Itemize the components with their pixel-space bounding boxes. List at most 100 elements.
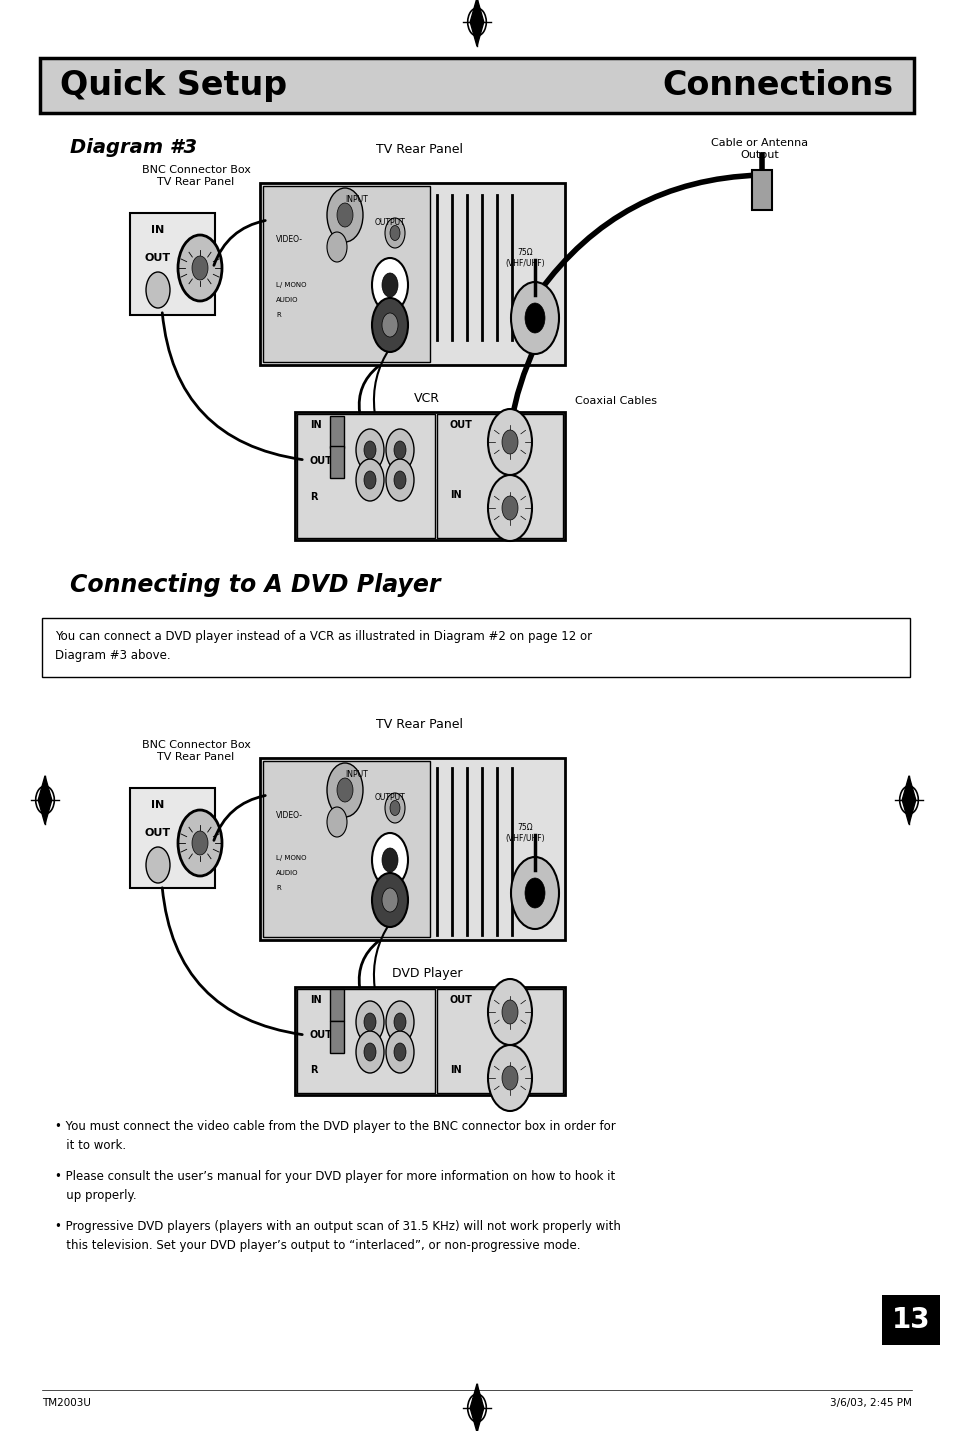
Text: R: R <box>275 312 280 318</box>
Circle shape <box>394 1013 406 1030</box>
Circle shape <box>511 282 558 353</box>
FancyBboxPatch shape <box>882 1295 939 1345</box>
Circle shape <box>381 273 397 298</box>
Text: DVD Player: DVD Player <box>392 967 462 980</box>
Text: Cable or Antenna
Output: Cable or Antenna Output <box>711 137 808 160</box>
Circle shape <box>390 800 399 816</box>
Circle shape <box>364 1013 375 1030</box>
FancyBboxPatch shape <box>330 989 344 1020</box>
FancyBboxPatch shape <box>294 412 564 539</box>
FancyBboxPatch shape <box>296 414 435 538</box>
Circle shape <box>381 313 397 336</box>
FancyBboxPatch shape <box>130 213 214 315</box>
Text: IN: IN <box>450 1065 461 1075</box>
Circle shape <box>192 256 208 280</box>
FancyBboxPatch shape <box>330 446 344 478</box>
Polygon shape <box>470 1384 483 1431</box>
Circle shape <box>524 303 544 333</box>
Circle shape <box>336 778 353 801</box>
Circle shape <box>386 429 414 471</box>
Text: R: R <box>310 1065 317 1075</box>
Circle shape <box>394 471 406 489</box>
Text: VCR: VCR <box>414 392 439 405</box>
Text: 75Ω
(VHF/UHF): 75Ω (VHF/UHF) <box>505 823 544 843</box>
Text: OUTPUT: OUTPUT <box>375 218 405 228</box>
Circle shape <box>327 232 347 262</box>
Circle shape <box>327 187 363 242</box>
FancyBboxPatch shape <box>436 414 562 538</box>
Text: OUT: OUT <box>450 421 473 429</box>
Text: TV Rear Panel: TV Rear Panel <box>376 718 463 731</box>
Circle shape <box>327 807 347 837</box>
Text: IN: IN <box>310 421 321 429</box>
Circle shape <box>192 831 208 854</box>
Circle shape <box>355 1002 384 1043</box>
Text: 75Ω
(VHF/UHF): 75Ω (VHF/UHF) <box>505 249 544 268</box>
Text: OUT: OUT <box>145 253 171 263</box>
Text: Quick Setup: Quick Setup <box>60 69 287 102</box>
Circle shape <box>511 857 558 929</box>
FancyBboxPatch shape <box>294 987 564 1095</box>
Text: L/ MONO: L/ MONO <box>275 282 306 288</box>
Circle shape <box>386 1002 414 1043</box>
Text: IN: IN <box>310 995 321 1005</box>
Circle shape <box>394 441 406 459</box>
Text: IN: IN <box>152 800 165 810</box>
Text: OUT: OUT <box>450 995 473 1005</box>
FancyBboxPatch shape <box>42 618 909 677</box>
Circle shape <box>394 1043 406 1060</box>
Circle shape <box>381 849 397 871</box>
Text: IN: IN <box>450 489 461 499</box>
Text: AUDIO: AUDIO <box>275 870 298 876</box>
FancyBboxPatch shape <box>263 761 430 937</box>
Circle shape <box>501 497 517 519</box>
Circle shape <box>364 1043 375 1060</box>
Text: BNC Connector Box
TV Rear Panel: BNC Connector Box TV Rear Panel <box>141 740 251 761</box>
Text: TV Rear Panel: TV Rear Panel <box>376 143 463 156</box>
Circle shape <box>336 203 353 228</box>
Circle shape <box>385 218 405 248</box>
FancyBboxPatch shape <box>130 788 214 889</box>
FancyBboxPatch shape <box>751 170 771 210</box>
Text: L/ MONO: L/ MONO <box>275 854 306 861</box>
Circle shape <box>488 979 532 1045</box>
Text: R: R <box>310 492 317 502</box>
Circle shape <box>178 235 222 301</box>
Polygon shape <box>902 776 915 824</box>
Text: Coaxial Cables: Coaxial Cables <box>575 396 657 406</box>
Circle shape <box>364 471 375 489</box>
Text: 3/6/03, 2:45 PM: 3/6/03, 2:45 PM <box>829 1398 911 1408</box>
Text: • You must connect the video cable from the DVD player to the BNC connector box : • You must connect the video cable from … <box>55 1120 615 1152</box>
Circle shape <box>390 226 399 240</box>
Text: VIDEO-: VIDEO- <box>275 810 303 820</box>
FancyBboxPatch shape <box>330 1020 344 1053</box>
Text: Diagram #3: Diagram #3 <box>70 137 197 157</box>
Circle shape <box>178 810 222 876</box>
Text: VIDEO-: VIDEO- <box>275 236 303 245</box>
Text: INPUT: INPUT <box>345 770 368 778</box>
Text: You can connect a DVD player instead of a VCR as illustrated in Diagram #2 on pa: You can connect a DVD player instead of … <box>55 630 592 663</box>
Circle shape <box>355 459 384 501</box>
Circle shape <box>372 833 408 887</box>
Circle shape <box>146 272 170 308</box>
Text: OUT: OUT <box>310 1030 333 1040</box>
Text: Connecting to A DVD Player: Connecting to A DVD Player <box>70 572 440 597</box>
Circle shape <box>372 258 408 312</box>
FancyBboxPatch shape <box>330 416 344 448</box>
FancyBboxPatch shape <box>263 186 430 362</box>
Text: AUDIO: AUDIO <box>275 298 298 303</box>
Circle shape <box>372 873 408 927</box>
Circle shape <box>364 441 375 459</box>
Text: • Progressive DVD players (players with an output scan of 31.5 KHz) will not wor: • Progressive DVD players (players with … <box>55 1221 620 1252</box>
Text: OUT: OUT <box>145 829 171 839</box>
Text: OUT: OUT <box>310 456 333 467</box>
Text: R: R <box>275 884 280 892</box>
Circle shape <box>381 889 397 912</box>
FancyBboxPatch shape <box>436 989 562 1093</box>
Polygon shape <box>470 0 483 46</box>
Circle shape <box>501 1000 517 1025</box>
Circle shape <box>355 429 384 471</box>
Circle shape <box>488 1045 532 1110</box>
FancyBboxPatch shape <box>260 758 564 940</box>
Text: OUTPUT: OUTPUT <box>375 793 405 801</box>
